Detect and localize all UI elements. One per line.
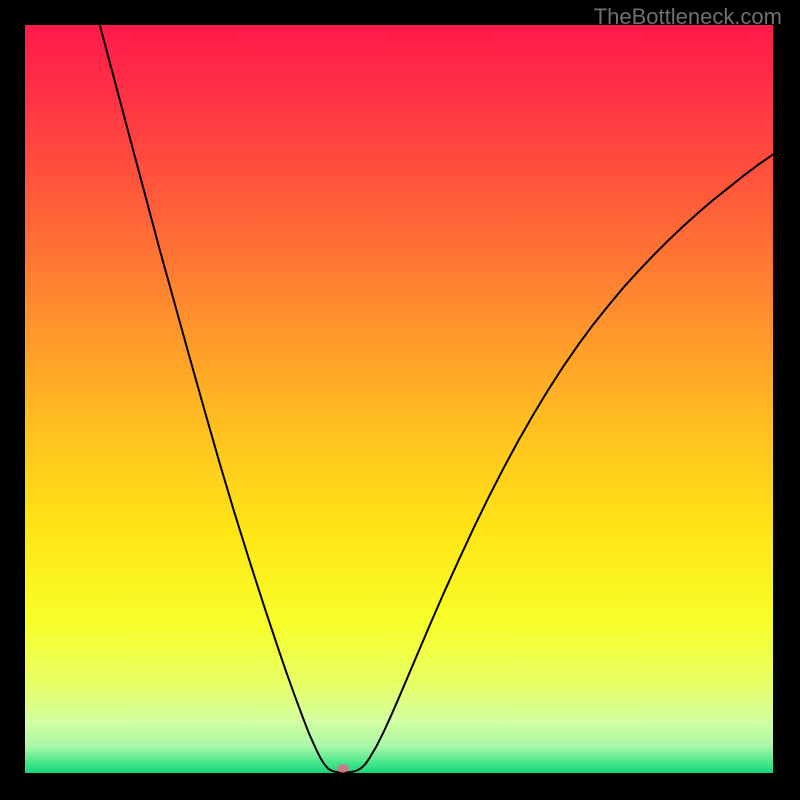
bottleneck-curve (100, 25, 773, 772)
curve-layer (25, 25, 773, 773)
plot-area (25, 25, 773, 773)
minimum-marker (337, 764, 349, 772)
watermark-text: TheBottleneck.com (594, 4, 782, 30)
chart-container: { "chart": { "type": "line", "canvas": {… (0, 0, 800, 800)
